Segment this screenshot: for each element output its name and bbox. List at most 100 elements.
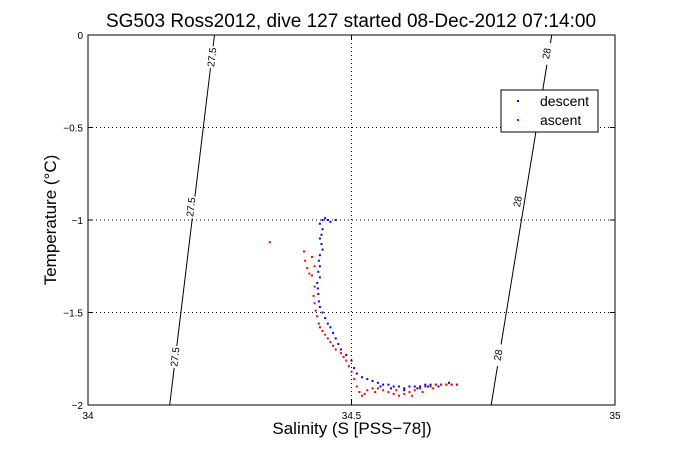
- data-point-descent: [371, 379, 374, 382]
- data-point-descent: [318, 237, 321, 240]
- series-ascent: [268, 241, 458, 397]
- data-point-ascent: [455, 383, 458, 386]
- data-point-descent: [413, 385, 416, 388]
- data-point-descent: [382, 383, 385, 386]
- data-point-descent: [329, 220, 332, 223]
- legend-marker-descent: [517, 100, 519, 102]
- contour-label: 28: [541, 47, 554, 60]
- data-point-ascent: [358, 391, 361, 394]
- density-contours: 27.5 27.5 27.5 28 28 28: [169, 34, 554, 406]
- data-point-ascent: [321, 330, 324, 332]
- data-point-ascent: [313, 265, 316, 268]
- contour-label-bg: [206, 45, 218, 69]
- data-point-ascent: [450, 383, 453, 386]
- y-tick-label: −2: [72, 401, 84, 412]
- data-point-ascent: [397, 394, 400, 397]
- data-point-descent: [321, 219, 324, 221]
- data-point-ascent: [363, 392, 366, 395]
- contour-label-bg: [511, 189, 524, 214]
- data-point-ascent: [429, 385, 432, 388]
- data-point-ascent: [395, 389, 398, 392]
- data-point-descent: [316, 287, 319, 290]
- data-point-ascent: [353, 378, 356, 381]
- data-point-ascent: [421, 391, 424, 394]
- data-point-ascent: [347, 365, 350, 368]
- data-point-descent: [318, 254, 321, 257]
- y-axis-label: Temperature (°C): [41, 155, 60, 286]
- contour-label: 28: [493, 348, 506, 361]
- data-point-descent: [326, 322, 329, 325]
- data-point-ascent: [392, 392, 395, 395]
- data-point-descent: [390, 387, 393, 390]
- data-point-ascent: [424, 385, 427, 388]
- data-point-descent: [387, 383, 390, 386]
- data-point-descent: [318, 276, 321, 279]
- data-point-ascent: [403, 392, 406, 395]
- y-tick-label: 0: [77, 31, 83, 42]
- data-point-ascent: [419, 387, 422, 390]
- data-point-descent: [416, 387, 419, 390]
- data-point-ascent: [408, 391, 411, 394]
- contour-label: 27.5: [169, 346, 182, 367]
- data-point-descent: [316, 281, 319, 284]
- data-point-ascent: [329, 341, 332, 344]
- data-point-descent: [345, 354, 348, 357]
- data-point-ascent: [345, 359, 348, 362]
- data-point-ascent: [434, 383, 437, 386]
- data-point-descent: [318, 222, 321, 225]
- data-point-ascent: [350, 370, 353, 373]
- data-point-descent: [361, 376, 364, 379]
- data-point-descent: [339, 348, 342, 351]
- data-point-ascent: [374, 391, 377, 394]
- data-point-ascent: [303, 250, 306, 253]
- x-tick-label: 34: [82, 411, 94, 422]
- contour-label: 28: [512, 195, 525, 208]
- data-point-ascent: [371, 387, 374, 390]
- y-tick-label: −1: [72, 216, 84, 227]
- data-point-descent: [317, 259, 320, 262]
- data-point-descent: [332, 331, 335, 334]
- data-point-descent: [320, 233, 323, 236]
- data-point-ascent: [432, 387, 435, 390]
- data-point-descent: [392, 385, 395, 388]
- data-point-ascent: [306, 267, 309, 270]
- data-point-ascent: [387, 391, 390, 394]
- data-point-descent: [424, 383, 427, 386]
- data-point-ascent: [313, 302, 316, 305]
- data-point-descent: [320, 243, 323, 246]
- data-point-descent: [447, 381, 450, 384]
- data-point-descent: [317, 300, 320, 303]
- data-point-ascent: [324, 333, 327, 336]
- data-point-ascent: [310, 274, 313, 277]
- data-point-descent: [317, 293, 320, 295]
- x-tick-label: 34.5: [342, 411, 362, 422]
- data-point-descent: [324, 317, 327, 320]
- data-point-ascent: [376, 387, 379, 390]
- data-point-ascent: [342, 355, 345, 358]
- chart-title: SG503 Ross2012, dive 127 started 08-Dec-…: [106, 11, 596, 32]
- data-point-ascent: [318, 326, 321, 329]
- legend-marker-ascent: [517, 119, 519, 121]
- legend-box: [500, 89, 599, 133]
- data-point-descent: [318, 265, 321, 268]
- data-point-ascent: [366, 389, 369, 392]
- data-point-ascent: [361, 394, 364, 397]
- data-points: [268, 217, 458, 397]
- density-contour-line: [169, 34, 215, 406]
- data-point-descent: [324, 217, 327, 220]
- data-point-descent: [419, 385, 422, 388]
- data-point-descent: [334, 337, 337, 340]
- grid-lines: [88, 35, 615, 405]
- data-point-ascent: [326, 337, 329, 340]
- y-tick-label: −1.5: [63, 309, 83, 320]
- data-point-ascent: [308, 272, 311, 275]
- data-point-descent: [353, 367, 356, 369]
- legend-label-descent: descent: [540, 93, 589, 109]
- contour-label-bg: [540, 41, 553, 66]
- data-point-descent: [366, 378, 369, 381]
- data-point-ascent: [304, 259, 307, 262]
- data-point-ascent: [268, 241, 271, 244]
- data-point-ascent: [314, 309, 317, 312]
- data-point-descent: [318, 305, 321, 308]
